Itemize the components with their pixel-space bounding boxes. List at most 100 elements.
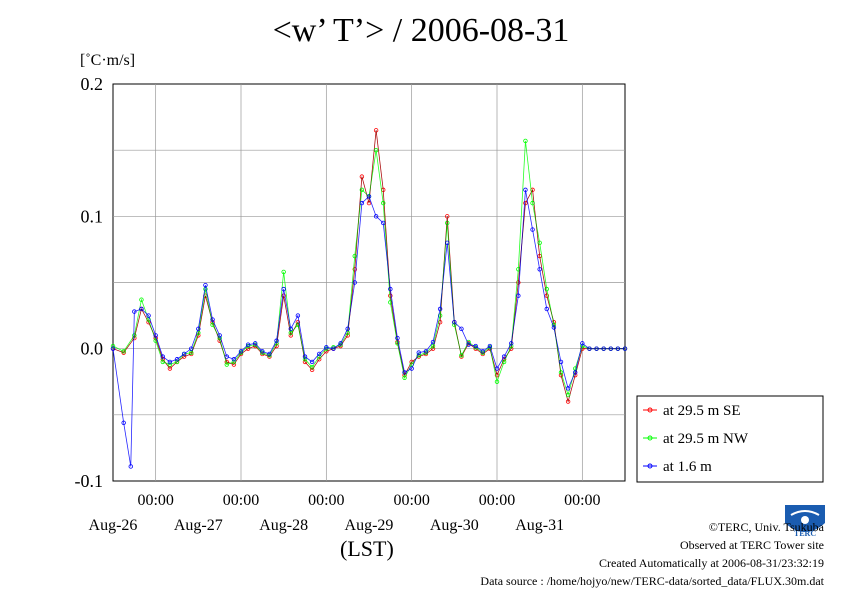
data-point — [565, 386, 571, 391]
data-point — [317, 354, 322, 359]
data-point — [509, 341, 514, 346]
data-point — [288, 326, 293, 332]
legend-label: at 29.5 m SE — [663, 403, 741, 419]
data-point — [253, 342, 258, 347]
data-point — [437, 306, 443, 312]
x-tick-day-label: Aug-27 — [174, 517, 223, 534]
data-point — [423, 349, 429, 354]
data-point — [395, 335, 400, 341]
data-point — [537, 240, 542, 245]
data-point — [544, 306, 549, 312]
data-point — [281, 286, 286, 292]
footer-copyright: ©TERC, Univ. Tsukuba — [708, 520, 824, 534]
data-point — [260, 349, 265, 354]
data-point — [544, 293, 549, 298]
data-point — [544, 286, 549, 292]
data-point — [281, 269, 286, 275]
data-point — [530, 200, 535, 206]
y-axis-unit-label: [˚C·m/s] — [80, 52, 136, 69]
data-point — [295, 320, 301, 325]
data-point — [174, 357, 180, 362]
data-point — [121, 349, 126, 354]
x-tick-day-label: Aug-31 — [515, 517, 564, 534]
data-point — [402, 375, 407, 380]
x-tick-day-label: Aug-29 — [345, 517, 394, 534]
reference-line — [112, 130, 625, 403]
y-tick-label: 0.2 — [81, 74, 104, 94]
x-tick-time-label: 00:00 — [564, 492, 600, 509]
legend-label: at 29.5 m NW — [663, 431, 749, 447]
data-point — [551, 325, 557, 330]
data-point — [139, 306, 144, 312]
legend-swatch-marker — [647, 407, 653, 413]
data-point — [167, 359, 173, 365]
data-point — [459, 326, 464, 332]
data-point — [238, 349, 244, 354]
data-point — [224, 362, 229, 367]
x-tick-time-label: 00:00 — [308, 492, 344, 509]
x-tick-day-label: Aug-28 — [259, 517, 308, 534]
data-point — [537, 267, 542, 272]
data-point — [181, 354, 187, 359]
data-point — [139, 297, 144, 302]
data-point — [309, 359, 315, 365]
x-tick-day-label: Aug-30 — [430, 517, 479, 534]
data-point — [494, 372, 500, 378]
data-point — [203, 282, 208, 288]
data-point — [487, 343, 493, 349]
x-tick-time-label: 00:00 — [137, 492, 173, 509]
data-point — [153, 333, 158, 338]
x-tick-day-label: Aug-26 — [89, 517, 138, 534]
data-point — [523, 138, 528, 144]
data-point — [245, 342, 251, 347]
data-point — [317, 351, 322, 357]
data-point — [359, 187, 365, 193]
data-point — [345, 326, 350, 332]
data-point — [530, 227, 535, 232]
footer-observed: Observed at TERC Tower site — [679, 538, 824, 552]
data-point — [381, 220, 386, 226]
data-point — [110, 343, 116, 349]
terc-logo: TERC — [783, 503, 827, 539]
data-point — [523, 187, 528, 193]
data-point — [501, 359, 507, 365]
data-point — [132, 309, 137, 314]
y-tick-label: 0.1 — [81, 206, 104, 226]
terc-logo-icon: TERC — [785, 505, 825, 538]
data-point — [181, 351, 187, 357]
x-tick-time-label: 00:00 — [479, 492, 515, 509]
data-point — [196, 326, 201, 332]
y-tick-label: -0.1 — [75, 471, 104, 491]
footer-created: Created Automatically at 2006-08-31/23:3… — [599, 556, 824, 570]
data-point — [331, 346, 336, 351]
data-point — [309, 367, 315, 373]
data-point — [128, 464, 133, 469]
data-point — [565, 399, 571, 404]
data-point — [231, 357, 237, 362]
series-line — [112, 140, 625, 397]
logo-text: TERC — [794, 529, 816, 538]
x-tick-time-label: 00:00 — [223, 492, 259, 509]
footer-source: Data source : /home/hojyo/new/TERC-data/… — [480, 574, 824, 588]
data-point — [253, 343, 258, 349]
legend-label: at 1.6 m — [663, 459, 712, 475]
data-point — [295, 313, 301, 318]
data-point — [352, 280, 357, 285]
data-point — [409, 366, 414, 371]
data-point — [302, 359, 308, 365]
legend-swatch-marker — [647, 435, 653, 441]
data-point — [288, 333, 293, 338]
x-tick-time-label: 00:00 — [393, 492, 429, 509]
data-point — [231, 362, 237, 367]
data-point — [373, 214, 379, 219]
data-point — [160, 354, 165, 359]
data-point — [210, 322, 215, 328]
data-point — [445, 220, 450, 226]
data-point — [480, 349, 485, 354]
data-point — [580, 341, 585, 346]
data-point — [388, 286, 393, 292]
data-point — [324, 345, 329, 350]
data-point — [352, 253, 357, 259]
data-point — [174, 359, 180, 365]
